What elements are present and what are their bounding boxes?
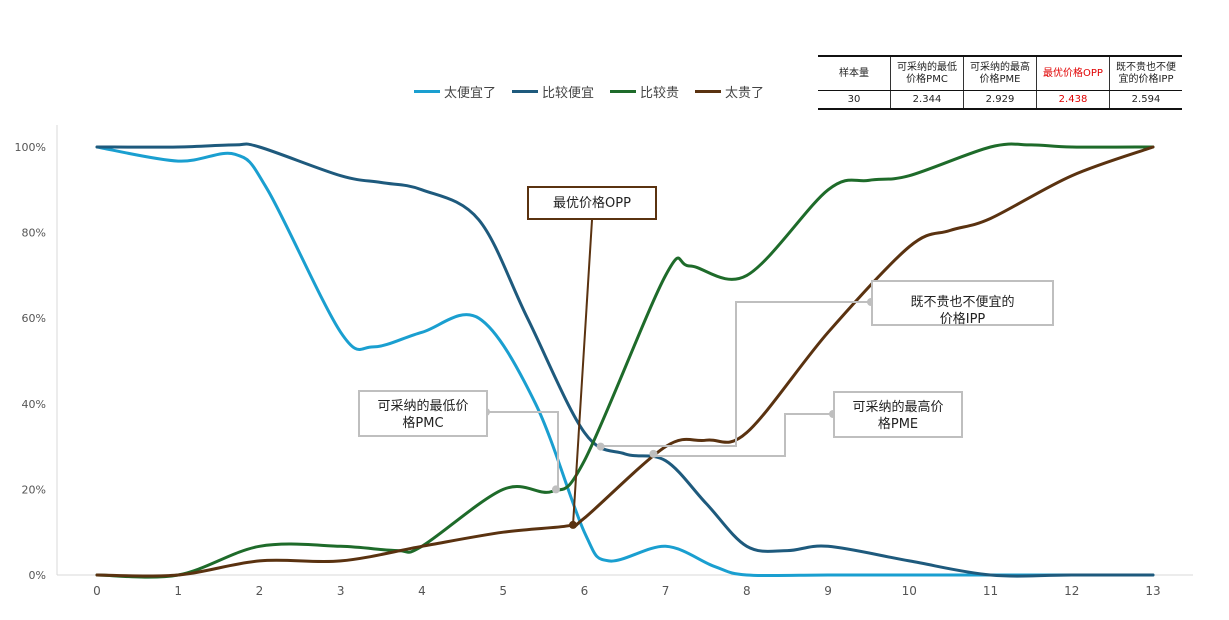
value-pmc: 2.344	[890, 90, 964, 110]
chart-series	[95, 142, 1155, 579]
header-pmc: 可采纳的最低 价格PMC	[890, 55, 964, 91]
x-tick-label: 13	[1145, 584, 1160, 598]
series-line-3[interactable]	[95, 145, 1155, 578]
y-tick-label: 0%	[29, 569, 46, 582]
y-tick-label: 60%	[22, 312, 46, 325]
header-sample-size: 样本量	[818, 55, 891, 91]
header-opp: 最优价格OPP	[1036, 55, 1110, 91]
x-tick-label: 8	[743, 584, 751, 598]
callout-ipp[interactable]: 既不贵也不便宜的 价格IPP	[871, 280, 1054, 327]
legend-item[interactable]: 太贵了	[695, 82, 764, 101]
marker-pme[interactable]	[649, 449, 658, 458]
chart-legend: 太便宜了 比较便宜 比较贵 太贵了	[414, 82, 764, 101]
x-tick-label: 0	[93, 584, 101, 598]
x-tick-label: 10	[902, 584, 917, 598]
y-tick-label: 100%	[15, 141, 46, 154]
x-tick-label: 11	[983, 584, 998, 598]
x-tick-label: 7	[662, 584, 670, 598]
callout-ipp-line1: 既不贵也不便宜的	[910, 295, 1015, 310]
legend-label: 太贵了	[725, 86, 765, 101]
tick-labels: 0%20%40%60%80%100%0 1 2 3 4 5 6 7 8 9 10 11 12 13	[15, 141, 1161, 598]
x-tick-label: 5	[499, 584, 507, 598]
value-sample-size: 30	[818, 90, 891, 110]
marker-opp[interactable]	[569, 520, 578, 529]
x-tick-label: 9	[824, 584, 832, 598]
callout-opp-text: 最优价格OPP	[553, 196, 631, 211]
summary-table: 样本量 可采纳的最低 价格PMC 可采纳的最高 价格PME 最优价格OPP 既不贵也…	[818, 55, 1182, 110]
marker-pmc[interactable]	[551, 485, 560, 494]
callout-opp[interactable]: 最优价格OPP	[527, 186, 657, 220]
summary-value-row: 30 2.344 2.929 2.438 2.594	[818, 90, 1182, 110]
legend-item[interactable]: 比较贵	[610, 82, 679, 101]
x-tick-label: 12	[1064, 584, 1079, 598]
legend-label: 比较贵	[640, 86, 680, 101]
annotation-markers	[482, 298, 875, 529]
legend-item[interactable]: 太便宜了	[414, 82, 496, 101]
value-opp: 2.438	[1036, 90, 1110, 110]
header-pme: 可采纳的最高 价格PME	[963, 55, 1037, 91]
legend-label: 太便宜了	[444, 86, 497, 101]
callout-leaders	[486, 219, 871, 525]
y-tick-label: 20%	[22, 483, 46, 496]
legend-label: 比较便宜	[542, 86, 595, 101]
y-tick-label: 40%	[22, 398, 46, 411]
leader-pmc	[486, 411, 559, 491]
summary-header-row: 样本量 可采纳的最低 价格PMC 可采纳的最高 价格PME 最优价格OPP 既不贵也…	[818, 55, 1182, 91]
callout-pmc[interactable]: 可采纳的最低价 格PMC	[358, 390, 488, 437]
y-tick-label: 80%	[22, 227, 46, 240]
legend-item[interactable]: 比较便宜	[512, 82, 594, 101]
legend-swatch	[610, 90, 637, 93]
series-line-2[interactable]	[95, 142, 1155, 579]
x-tick-label: 1	[174, 584, 182, 598]
legend-swatch	[512, 90, 539, 93]
callout-pme-line2: 格PME	[877, 417, 919, 432]
x-tick-label: 6	[581, 584, 589, 598]
callout-pmc-line2: 格PMC	[402, 416, 444, 431]
legend-swatch	[414, 90, 440, 93]
x-tick-label: 3	[337, 584, 345, 598]
callout-pme[interactable]: 可采纳的最高价 格PME	[833, 391, 963, 438]
callout-ipp-line2: 价格IPP	[939, 312, 986, 327]
x-tick-label: 4	[418, 584, 426, 598]
leader-ipp	[599, 301, 871, 447]
leader-opp	[572, 219, 593, 525]
value-ipp: 2.594	[1109, 90, 1182, 110]
header-ipp: 既不贵也不便 宜的价格IPP	[1109, 55, 1182, 91]
callout-pmc-line1: 可采纳的最低价	[377, 399, 469, 414]
series-line-1[interactable]	[95, 142, 1155, 578]
legend-swatch	[695, 90, 722, 93]
marker-ipp[interactable]	[596, 442, 605, 451]
value-pme: 2.929	[963, 90, 1037, 110]
callout-pme-line1: 可采纳的最高价	[852, 400, 944, 415]
x-tick-label: 2	[256, 584, 264, 598]
